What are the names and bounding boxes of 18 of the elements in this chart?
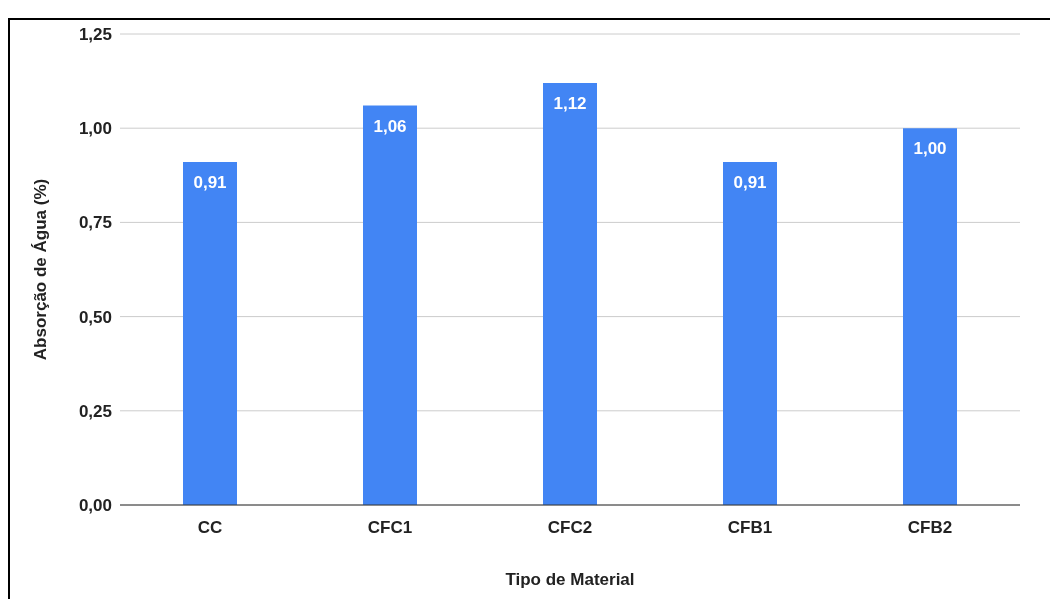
y-tick-label: 0,75	[78, 213, 112, 233]
data-label: 1,06	[373, 116, 407, 136]
x-tick-label: CFB1	[727, 518, 773, 538]
x-tick-label: CFC1	[367, 518, 413, 538]
x-tick-label: CFC2	[547, 518, 593, 538]
data-label: 1,12	[553, 93, 587, 113]
y-tick-label: 1,25	[78, 25, 112, 45]
y-tick-label: 1,00	[78, 119, 112, 139]
x-axis-title: Tipo de Material	[505, 570, 635, 589]
data-label: 0,91	[193, 173, 227, 193]
y-tick-label: 0,25	[78, 401, 112, 421]
y-tick-label: 0,50	[78, 307, 112, 327]
x-tick-label: CFB2	[907, 518, 953, 538]
data-label: 1,00	[913, 139, 947, 159]
data-label: 0,91	[733, 173, 767, 193]
y-tick-label: 0,00	[78, 496, 112, 516]
y-axis-title: Absorção de Água (%)	[31, 178, 51, 361]
x-tick-label: CC	[197, 518, 223, 538]
